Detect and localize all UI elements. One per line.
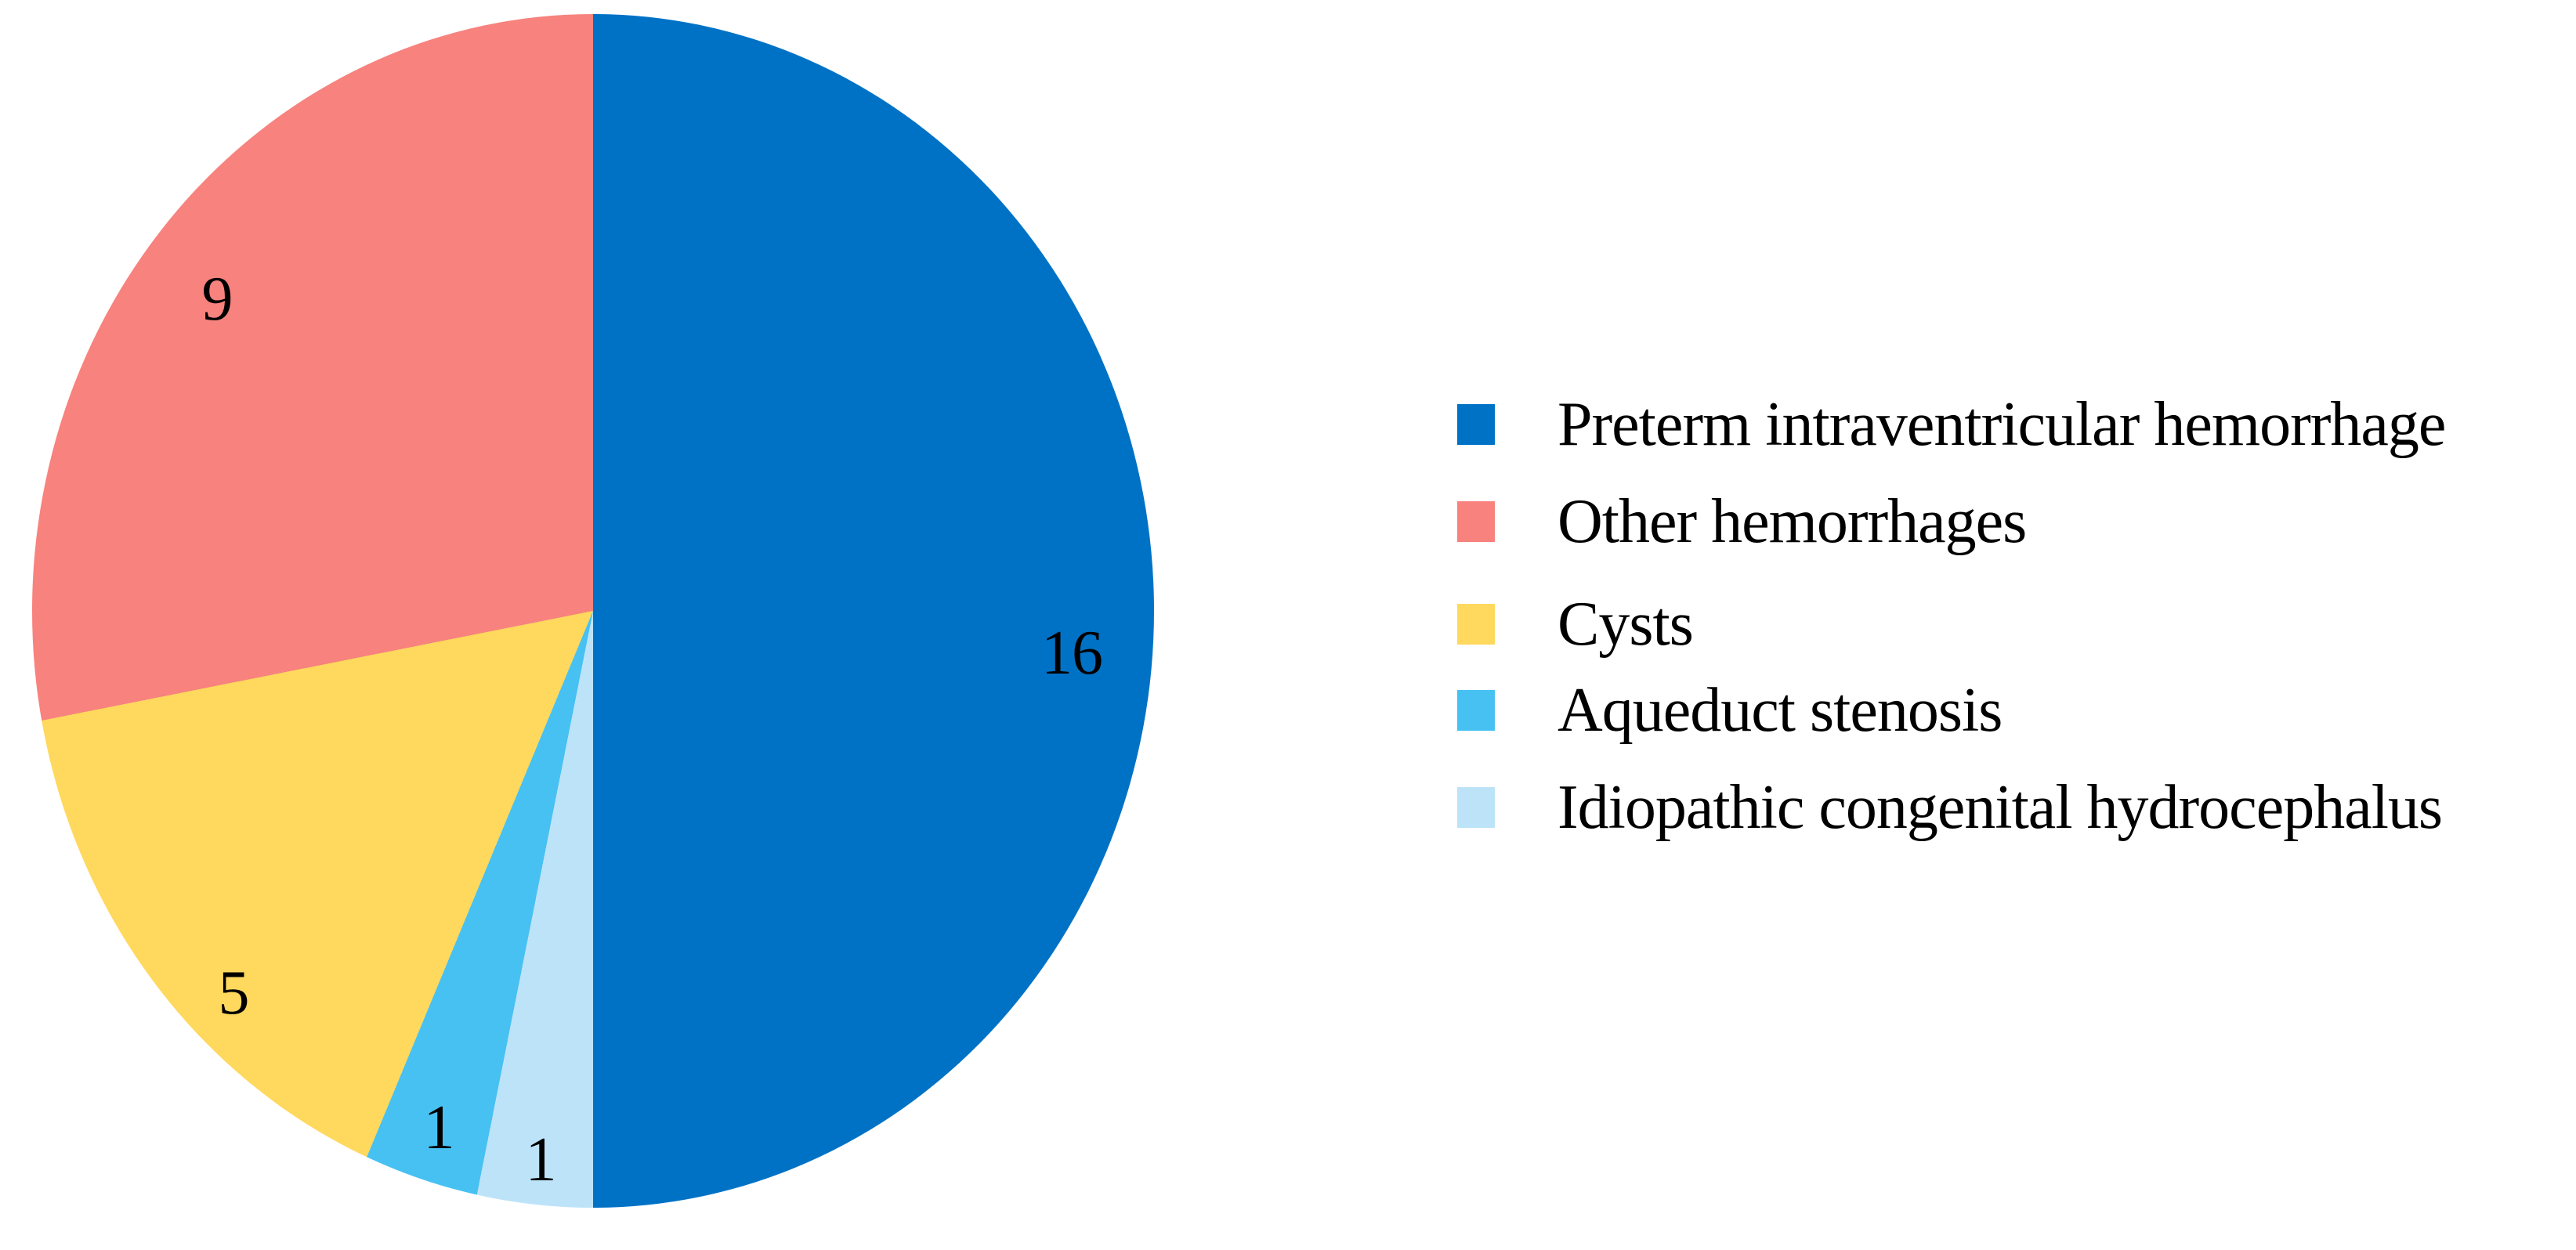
slice-value-label-aqueduct-stenosis: 1 bbox=[423, 1093, 455, 1162]
legend-swatch-other-hemorrhages bbox=[1457, 501, 1495, 542]
legend-label: Cysts bbox=[1558, 590, 1694, 659]
legend-item-other-hemorrhages: Other hemorrhages bbox=[1457, 487, 2027, 556]
legend-item-preterm-ivh: Preterm intraventricular hemorrhage bbox=[1457, 390, 2446, 459]
legend: Preterm intraventricular hemorrhage Othe… bbox=[1457, 0, 2576, 1250]
legend-item-idiopathic-hydrocephalus: Idiopathic congenital hydrocephalus bbox=[1457, 773, 2443, 842]
legend-label: Other hemorrhages bbox=[1558, 487, 2027, 556]
slice-value-label-idiopathic-hydrocephalus: 1 bbox=[525, 1125, 557, 1194]
legend-item-aqueduct-stenosis: Aqueduct stenosis bbox=[1457, 676, 2003, 745]
pie bbox=[32, 14, 1154, 1208]
legend-swatch-aqueduct-stenosis bbox=[1457, 690, 1495, 731]
legend-label: Aqueduct stenosis bbox=[1558, 676, 2003, 745]
slice-value-label-cysts: 5 bbox=[218, 959, 250, 1028]
legend-item-cysts: Cysts bbox=[1457, 590, 1694, 659]
legend-label: Preterm intraventricular hemorrhage bbox=[1558, 390, 2446, 459]
slice-value-label-preterm-ivh: 16 bbox=[1041, 619, 1103, 688]
legend-swatch-cysts bbox=[1457, 604, 1495, 645]
legend-swatch-preterm-ivh bbox=[1457, 404, 1495, 445]
legend-label: Idiopathic congenital hydrocephalus bbox=[1558, 773, 2443, 842]
slice-value-label-other-hemorrhages: 9 bbox=[201, 265, 233, 334]
legend-swatch-idiopathic-hydrocephalus bbox=[1457, 787, 1495, 828]
